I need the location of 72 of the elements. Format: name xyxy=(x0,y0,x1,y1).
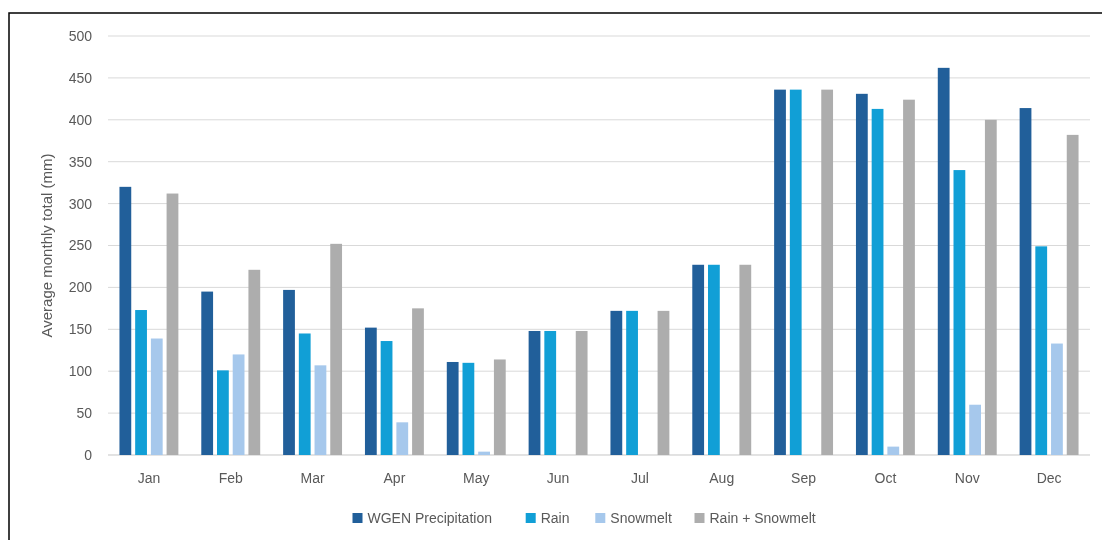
legend-label: Rain + Snowmelt xyxy=(709,509,816,526)
bar xyxy=(575,330,588,455)
x-tick-label: May xyxy=(463,470,490,486)
bar xyxy=(544,330,557,455)
y-tick-label: 350 xyxy=(68,153,93,170)
bar xyxy=(969,404,981,455)
bar xyxy=(528,330,541,455)
bar xyxy=(821,89,834,455)
y-tick-label: 0 xyxy=(84,446,93,463)
y-axis-title: Average monthly total (mm) xyxy=(38,153,55,338)
bar xyxy=(150,338,163,455)
bar xyxy=(446,361,459,455)
bar xyxy=(887,446,900,455)
bar xyxy=(708,264,720,455)
bar xyxy=(984,119,997,455)
bar xyxy=(478,451,490,455)
y-tick-label: 400 xyxy=(68,111,93,128)
bar xyxy=(135,310,147,455)
bar xyxy=(789,89,802,455)
bar xyxy=(1051,343,1063,455)
y-tick-label: 250 xyxy=(68,237,93,254)
bar xyxy=(248,269,261,455)
legend-label: WGEN Precipitation xyxy=(367,509,492,526)
bar xyxy=(937,67,950,455)
bar xyxy=(953,170,966,455)
x-tick-label: Oct xyxy=(874,470,897,486)
bar xyxy=(1066,134,1079,455)
bar xyxy=(217,370,229,455)
x-tick-label: Feb xyxy=(218,470,244,486)
y-tick-label: 50 xyxy=(76,405,93,421)
y-tick-label: 150 xyxy=(68,321,93,338)
bar xyxy=(774,89,786,455)
y-tick-label: 450 xyxy=(68,69,93,86)
x-tick-label: Jul xyxy=(630,470,649,486)
bar xyxy=(657,310,670,455)
bar xyxy=(283,289,295,455)
y-tick-label: 500 xyxy=(68,27,93,44)
bar xyxy=(412,308,424,455)
bar xyxy=(380,341,393,455)
bar xyxy=(1019,108,1032,455)
bar xyxy=(739,264,752,455)
bar xyxy=(330,243,343,455)
x-tick-label: Aug xyxy=(709,470,735,486)
bar xyxy=(119,186,132,455)
bar xyxy=(201,291,214,455)
bar xyxy=(692,264,705,455)
legend-label: Rain xyxy=(540,509,570,526)
y-tick-label: 300 xyxy=(68,195,93,212)
y-tick-label: 100 xyxy=(68,363,93,380)
x-tick-label: Dec xyxy=(1036,470,1062,486)
bar xyxy=(610,310,623,455)
bar xyxy=(871,108,884,455)
x-tick-label: Sep xyxy=(791,470,817,486)
bar xyxy=(1035,246,1048,455)
bar xyxy=(364,327,377,455)
x-tick-label: Jun xyxy=(546,470,570,486)
bar xyxy=(493,359,506,455)
x-tick-label: Mar xyxy=(300,470,325,486)
x-tick-label: Jan xyxy=(137,470,161,486)
bar xyxy=(298,333,311,455)
x-tick-label: Nov xyxy=(954,470,980,486)
bar xyxy=(855,93,868,455)
bar xyxy=(396,422,409,455)
bar xyxy=(626,310,638,455)
x-tick-label: Apr xyxy=(383,470,406,486)
y-tick-label: 200 xyxy=(68,279,93,296)
bar xyxy=(232,354,245,455)
bar xyxy=(166,193,179,455)
bar xyxy=(903,99,915,455)
legend-label: Snowmelt xyxy=(610,509,672,526)
bar xyxy=(462,362,475,455)
bar xyxy=(314,365,327,455)
